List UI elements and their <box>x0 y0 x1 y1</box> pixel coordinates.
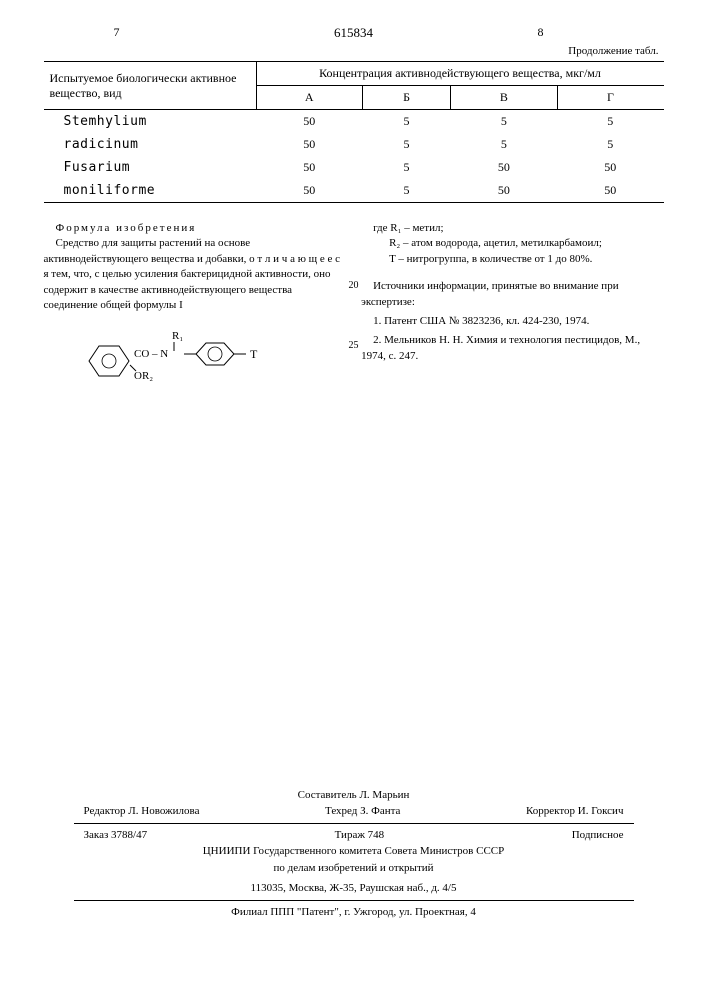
footer-org2: по делам изобретений и открытий <box>74 860 634 877</box>
table-row: radicinum 50 5 5 5 <box>44 133 664 156</box>
table-row: Stemhylium 50 5 5 5 <box>44 110 664 134</box>
table-cell: Fusarium <box>44 156 257 179</box>
table-cell: 50 <box>451 156 557 179</box>
footer-order: Заказ 3788/47 <box>84 827 148 844</box>
table-cell: 5 <box>451 110 557 134</box>
table-cell: 5 <box>362 110 450 134</box>
table-cell: 50 <box>256 110 362 134</box>
table-cell: 50 <box>557 156 663 179</box>
footer-filial: Филиал ППП "Патент", г. Ужгород, ул. Про… <box>74 904 634 921</box>
footer-block: Составитель Л. Марьин Редактор Л. Новожи… <box>74 787 634 921</box>
table-cell: 50 <box>256 179 362 203</box>
table-cell: 5 <box>557 110 663 134</box>
table-cell: 50 <box>256 133 362 156</box>
table-subheader-v: В <box>451 86 557 110</box>
footer-corrector: Корректор И. Гоксич <box>526 803 624 820</box>
chem-r1: R₁ <box>172 330 183 342</box>
definition-t: T – нитрогруппа, в количестве от 1 до 80… <box>361 252 659 267</box>
table-continuation-label: Продолжение табл. <box>44 45 664 57</box>
table-cell: 5 <box>362 179 450 203</box>
page-number-row: 7 615834 8 <box>44 25 664 45</box>
table-cell: 5 <box>362 156 450 179</box>
chem-or2: OR₂ <box>134 370 153 382</box>
table-cell: 5 <box>451 133 557 156</box>
sources-header: Источники информации, принятые во вниман… <box>361 279 659 310</box>
line-marker-25: 25 <box>349 339 359 353</box>
table-cell: 50 <box>256 156 362 179</box>
table-row: moniliforme 50 5 50 50 <box>44 179 664 203</box>
line-marker-20: 20 <box>349 279 359 293</box>
table-subheader-a: А <box>256 86 362 110</box>
reference-2: 2. Мельников Н. Н. Химия и технология пе… <box>361 333 659 364</box>
table-cell: radicinum <box>44 133 257 156</box>
table-cell: 5 <box>557 133 663 156</box>
right-text-column: где R₁ – метил; R₂ – атом водорода, ацет… <box>361 221 659 407</box>
definition-r2: R₂ – атом водорода, ацетил, метилкарбамо… <box>361 236 659 251</box>
invention-formula-body: Средство для защиты растений на основе а… <box>44 236 342 313</box>
table-cell: 5 <box>362 133 450 156</box>
table-row: Fusarium 50 5 50 50 <box>44 156 664 179</box>
table-cell: 50 <box>451 179 557 203</box>
concentration-table: Испытуемое биологически активное веществ… <box>44 61 664 203</box>
table-cell: moniliforme <box>44 179 257 203</box>
left-text-column: Формула изобретения Средство для защиты … <box>44 221 342 407</box>
chemical-structure: CO – N R₁ OR₂ T <box>74 321 342 406</box>
table-cell: 50 <box>557 179 663 203</box>
table-cell: Stemhylium <box>44 110 257 134</box>
footer-subscript: Подписное <box>572 827 624 844</box>
page-number-right: 8 <box>538 25 544 40</box>
page-number-left: 7 <box>114 25 120 40</box>
invention-formula-title: Формула изобретения <box>44 221 342 236</box>
footer-composer: Составитель Л. Марьин <box>74 787 634 804</box>
definition-r1: где R₁ – метил; <box>361 221 659 236</box>
footer-tirage: Тираж 748 <box>335 827 385 844</box>
chem-t: T <box>250 347 258 361</box>
table-header-concentration: Концентрация активнодействующего веществ… <box>256 62 664 86</box>
table-subheader-b: Б <box>362 86 450 110</box>
table-subheader-g: Г <box>557 86 663 110</box>
footer-org1: ЦНИИПИ Государственного комитета Совета … <box>74 843 634 860</box>
chem-co-n: CO – N <box>134 348 168 360</box>
patent-number: 615834 <box>334 25 373 41</box>
footer-editor: Редактор Л. Новожилова <box>84 803 200 820</box>
footer-address: 113035, Москва, Ж-35, Раушская наб., д. … <box>74 876 634 897</box>
reference-1: 1. Патент США № 3823236, кл. 424-230, 19… <box>361 314 659 329</box>
footer-techred: Техред З. Фанта <box>325 803 400 820</box>
table-header-substance: Испытуемое биологически активное веществ… <box>44 62 257 110</box>
